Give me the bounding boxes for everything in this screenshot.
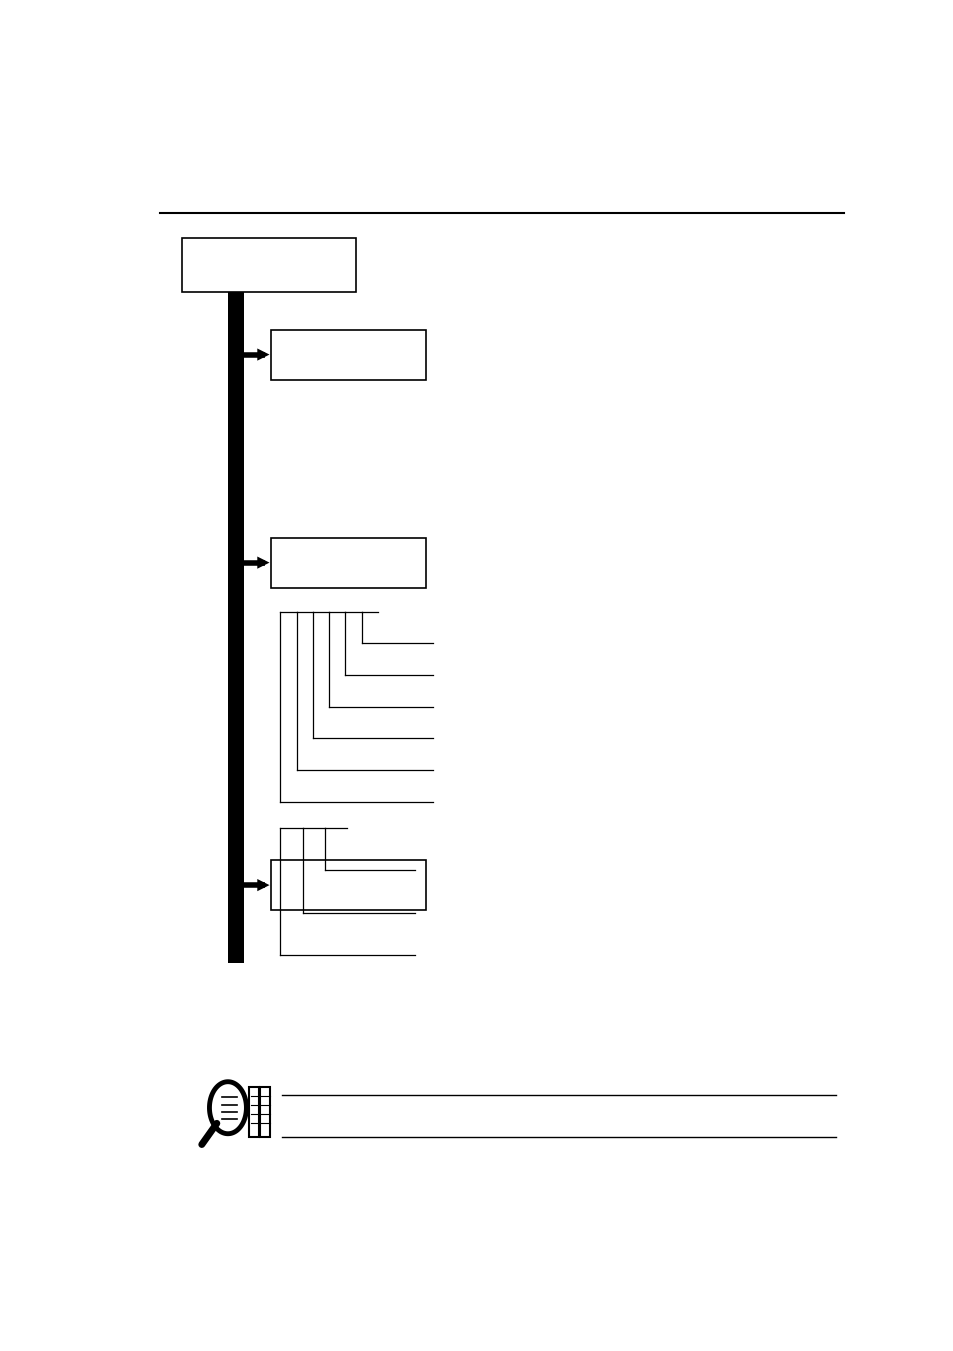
- Bar: [271, 861, 426, 911]
- Bar: [271, 538, 426, 588]
- Bar: [259, 1088, 270, 1136]
- Bar: [249, 1088, 258, 1136]
- Bar: [182, 238, 355, 292]
- Bar: [271, 330, 426, 380]
- Bar: [228, 292, 244, 963]
